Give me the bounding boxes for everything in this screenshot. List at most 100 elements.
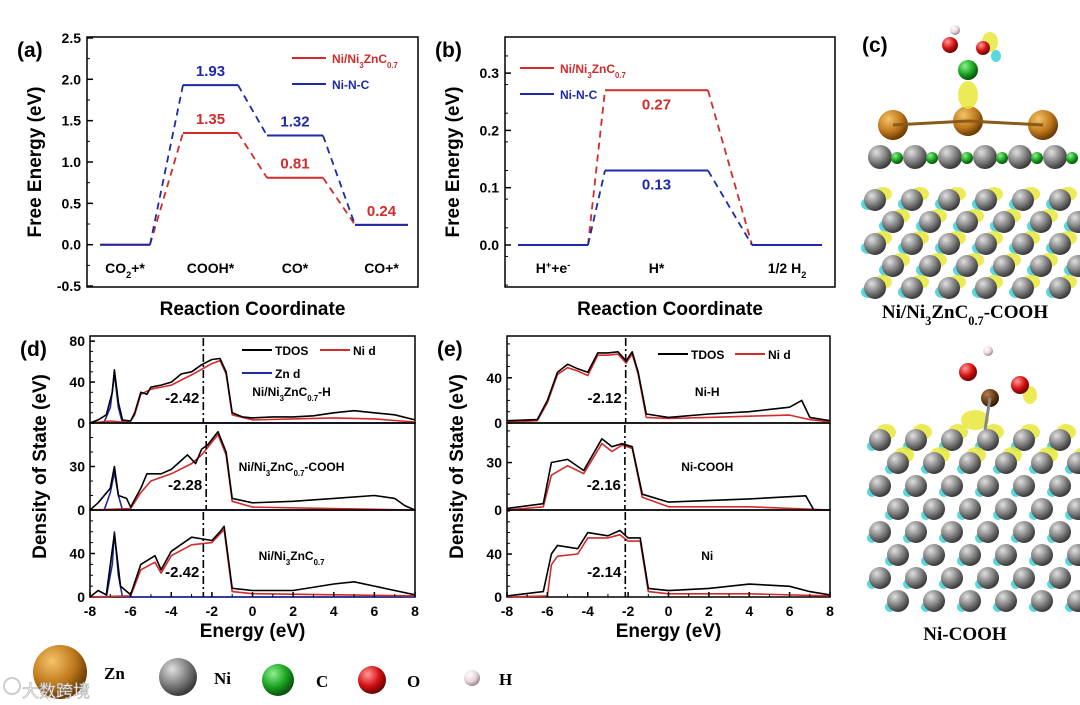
ni-atom [1013,567,1035,589]
y-tick-label: 0.5 [62,195,82,211]
y-tick-label: 40 [486,546,502,562]
ni-atom [995,544,1017,566]
ni-atom [905,567,927,589]
legend-label: TDOS [275,344,308,358]
y-tick-label: 0.1 [480,180,500,196]
ni-atom [1067,211,1080,233]
ni-atom [869,521,891,543]
legend-label: TDOS [691,348,724,362]
x-axis-title: Reaction Coordinate [577,299,763,320]
y-axis-title: Free Energy (eV) [25,87,46,238]
dos-curve-ni-d [506,442,831,511]
y-tick-label: 40 [69,374,85,390]
legend-atom-h [464,670,480,686]
y-tick-label: 0 [77,589,85,605]
x-axis-title: Reaction Coordinate [160,299,346,320]
charge-density-isosurface [958,81,978,109]
panel-label: (b) [435,39,462,62]
y-tick-label: 0 [77,502,85,518]
ni-atom [1013,521,1035,543]
ni-atom [869,429,891,451]
ni-atom [1013,429,1035,451]
energy-connector [237,84,268,136]
d-band-center-label: -2.42 [165,390,199,407]
x-category-label: H* [649,260,665,276]
structure-ni-ni3znc-cooh [861,25,1080,299]
subplot-frame [506,509,831,598]
dos-curve-tdos [506,350,831,422]
ni-atom [977,475,999,497]
y-tick-label: 0.2 [480,122,500,138]
y-tick-label: 1.5 [62,113,82,129]
c-atom [891,152,903,164]
ni-atom [887,544,909,566]
structure-caption: Ni/Ni3ZnC0.7-COOH [882,302,1048,328]
ni-atom [923,498,945,520]
energy-connector [149,132,184,245]
x-category-label: CO* [282,260,309,276]
dos-curve-ni-d [506,533,831,598]
ni-atom [1013,475,1035,497]
x-tick-label: 4 [745,603,753,619]
ni-atom [923,452,945,474]
y-tick-label: 2.0 [62,71,82,87]
ni-atom [995,590,1017,612]
ni-atom [905,475,927,497]
energy-connector [237,132,268,179]
x-tick-label: -8 [84,603,97,619]
legend-atom-c [262,664,294,696]
y-axis-title: Density of State (eV) [30,374,51,559]
d-band-center-label: -2.28 [168,477,202,494]
c-atom [1066,152,1078,164]
ni-atom [993,255,1015,277]
x-category-label: CO2+* [105,260,145,280]
x-axis-title: Energy (eV) [200,621,306,642]
y-tick-label: 0.3 [480,65,500,81]
bond [983,397,992,431]
c-atom [958,60,978,80]
c-atom [996,152,1008,164]
ni-atom [941,521,963,543]
energy-connector [322,177,356,226]
y-tick-label: 2.5 [62,30,82,46]
c-atom [1031,152,1043,164]
panel-label: (c) [862,34,888,57]
ni-atom [941,429,963,451]
subplot-label: Ni/Ni3ZnC0.7-H [252,385,331,403]
ni-atom [941,475,963,497]
ni-atom [938,145,962,169]
value-label: 0.27 [642,96,671,113]
ni-atom [977,567,999,589]
figure-content: -0.5 0.0 0.5 1.0 1.5 2.0 2.5 CO2+* COOH* CO* CO+* R… [3,25,1080,701]
dos-curve-ni-d [506,353,831,423]
ni-atom [1067,255,1080,277]
ni-atom [864,233,886,255]
ni-atom [956,255,978,277]
x-tick-label: -6 [124,603,137,619]
ni-atom [1008,145,1032,169]
x-category-label: H++e- [536,260,570,276]
x-tick-label: 2 [705,603,713,619]
y-tick-label: -0.5 [57,278,81,294]
ni-atom [938,277,960,299]
dos-curve-tdos [506,529,831,597]
legend-label: Ni/Ni3ZnC0.7 [560,62,626,80]
ni-atom [864,277,886,299]
d-band-center-label: -2.16 [587,477,621,494]
subplot-label: Ni-H [695,385,720,399]
y-axis-title: Free Energy (eV) [443,87,464,238]
ni-atom [941,567,963,589]
value-label: 0.24 [367,203,397,220]
ni-atom [1012,233,1034,255]
panel-label: (d) [20,338,47,361]
atom-legend-label: Ni [214,669,231,688]
x-tick-label: -6 [541,603,554,619]
charge-density-isosurface [961,410,989,430]
y-tick-label: 30 [486,455,502,471]
value-label: 1.32 [280,114,309,131]
ni-atom [993,211,1015,233]
ni-atom [903,145,927,169]
legend-label: Ni d [768,348,791,362]
ni-atom [1031,590,1053,612]
